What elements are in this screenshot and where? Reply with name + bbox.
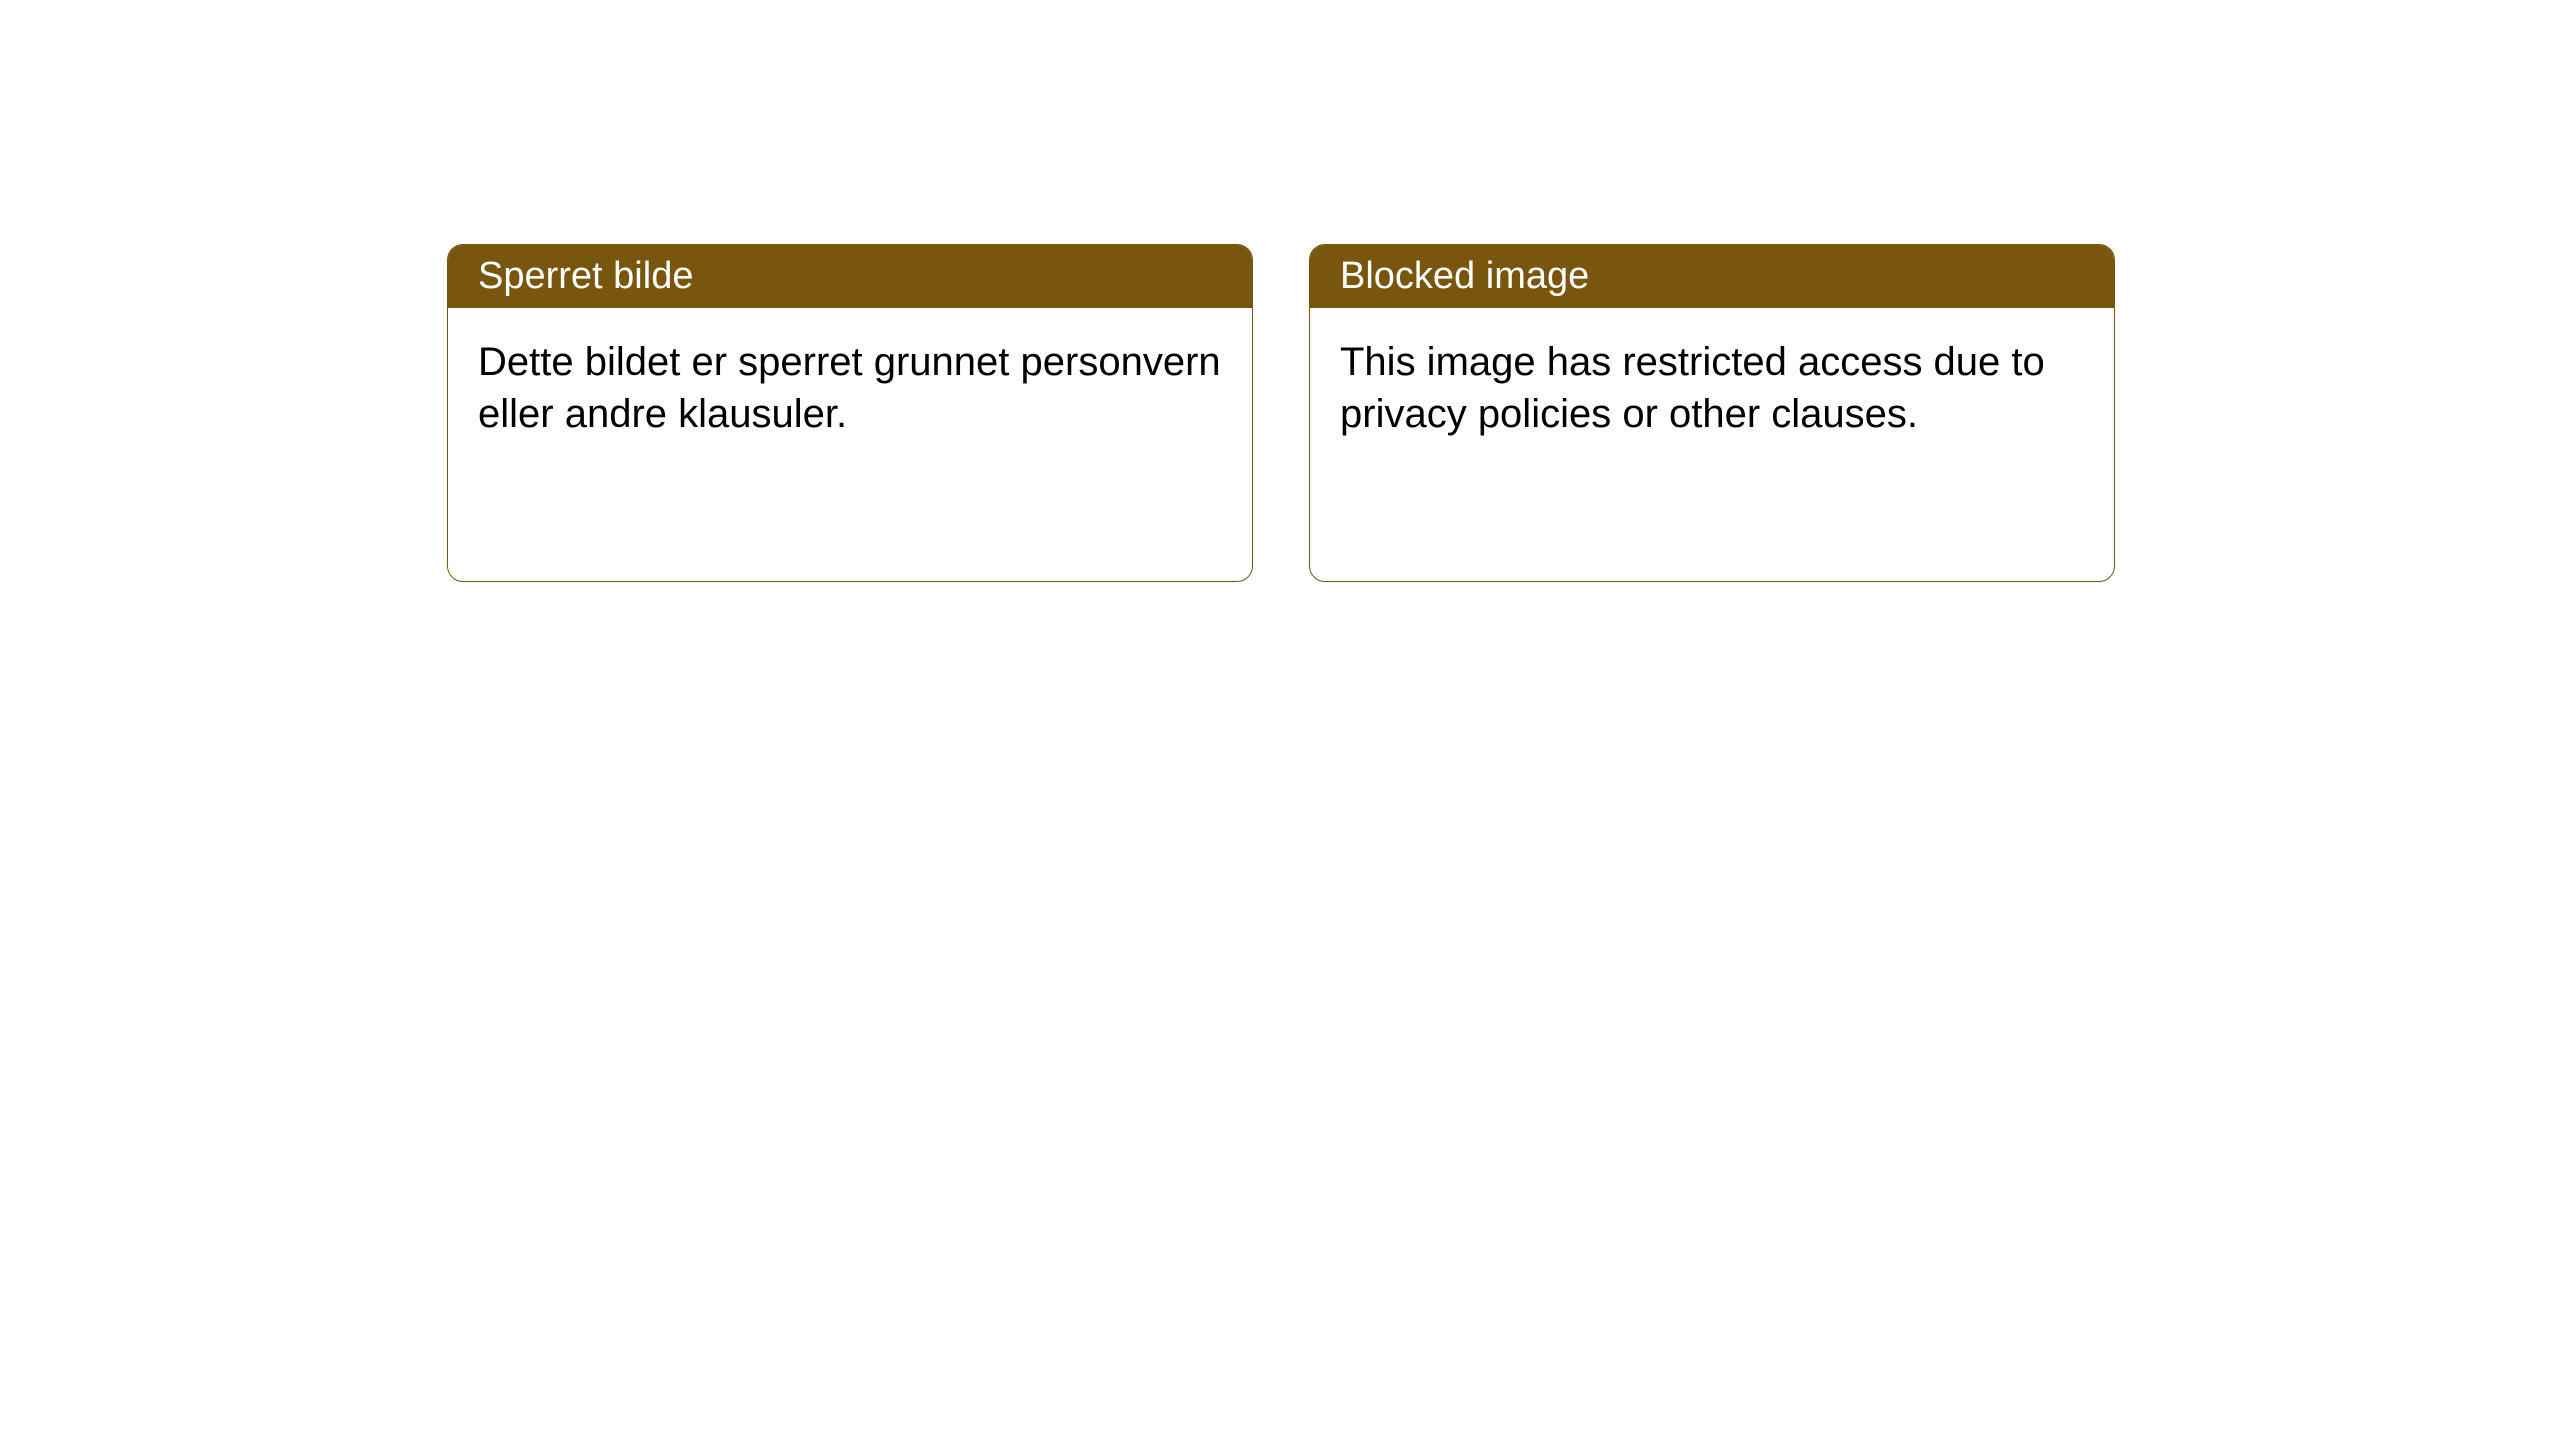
notice-container: Sperret bilde Dette bildet er sperret gr… [447,244,2115,582]
notice-card-english: Blocked image This image has restricted … [1309,244,2115,582]
card-header: Blocked image [1310,245,2114,308]
card-body: Dette bildet er sperret grunnet personve… [448,308,1252,468]
notice-card-norwegian: Sperret bilde Dette bildet er sperret gr… [447,244,1253,582]
card-header: Sperret bilde [448,245,1252,308]
card-body: This image has restricted access due to … [1310,308,2114,468]
